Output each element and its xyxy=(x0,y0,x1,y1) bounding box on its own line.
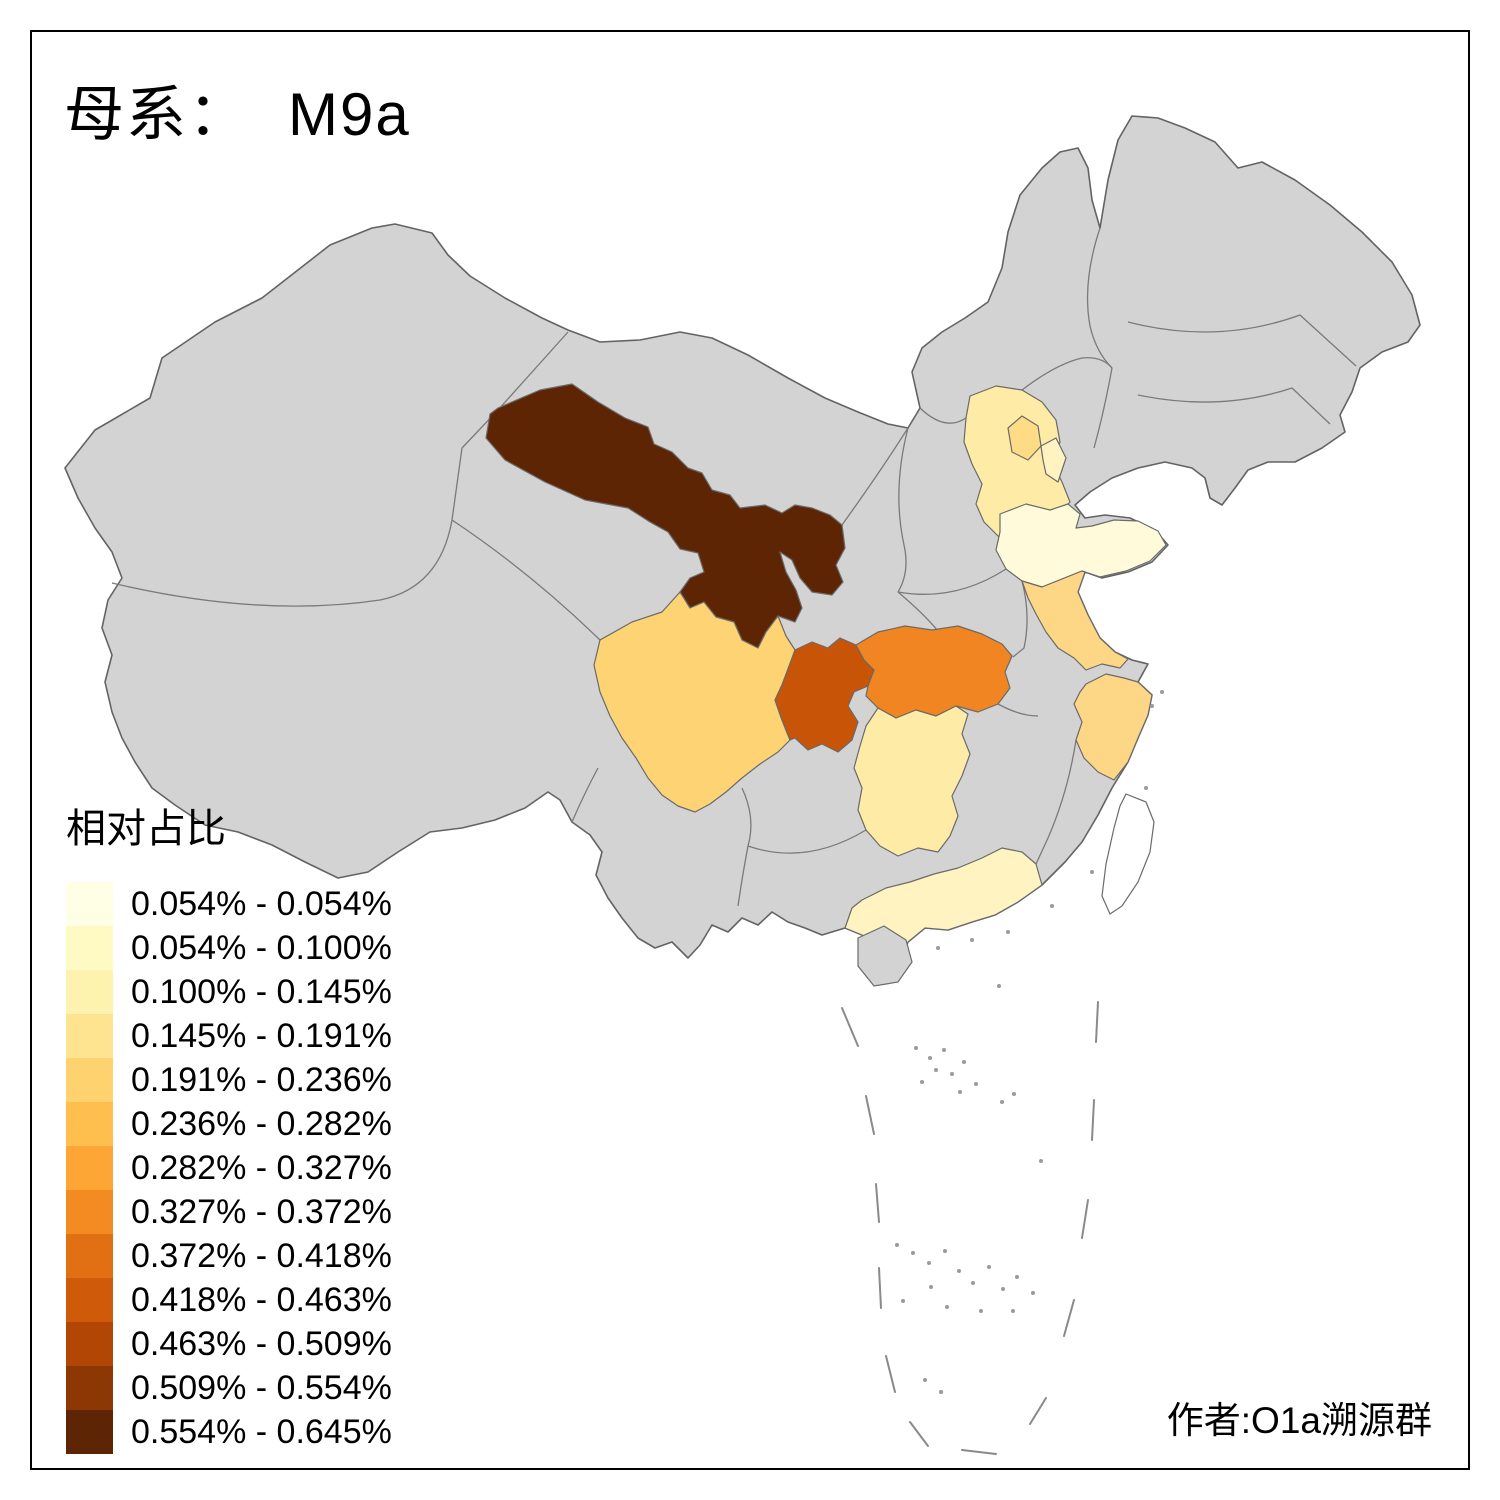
legend-title: 相对占比 xyxy=(66,807,226,851)
legend-swatch xyxy=(66,1146,113,1190)
province-borders xyxy=(111,227,1357,907)
region-tianjin xyxy=(1040,437,1067,483)
legend-bin-label: 0.372% - 0.418% xyxy=(131,1236,392,1275)
legend-swatch xyxy=(66,1234,113,1278)
map-title: 母系： M9a xyxy=(64,66,411,153)
legend-swatch xyxy=(66,1410,113,1454)
island-taiwan xyxy=(1101,793,1155,915)
region-hunan xyxy=(853,705,971,857)
legend-bin-label: 0.145% - 0.191% xyxy=(131,1016,392,1055)
legend-bin-label: 0.054% - 0.100% xyxy=(131,928,392,967)
nine-dash-line xyxy=(841,1001,1099,1455)
legend-row: 0.554% - 0.645% xyxy=(66,1410,392,1454)
legend-row: 0.236% - 0.282% xyxy=(66,1102,392,1146)
legend-row: 0.509% - 0.554% xyxy=(66,1366,392,1410)
region-zhejiang xyxy=(1073,673,1153,781)
legend: 相对占比 0.054% - 0.054% 0.054% - 0.100% 0.1… xyxy=(66,796,392,1454)
legend-swatch xyxy=(66,1102,113,1146)
legend-swatch xyxy=(66,1190,113,1234)
legend-bin-label: 0.191% - 0.236% xyxy=(131,1060,392,1099)
plot-frame xyxy=(30,30,1470,1470)
title-haplogroup: M9a xyxy=(288,81,411,148)
legend-bin-label: 0.054% - 0.054% xyxy=(131,884,392,923)
legend-bin-label: 0.418% - 0.463% xyxy=(131,1280,392,1319)
region-hubei xyxy=(855,625,1013,719)
sea-islets xyxy=(895,690,1164,1394)
legend-bin-label: 0.509% - 0.554% xyxy=(131,1368,392,1407)
legend-row: 0.054% - 0.100% xyxy=(66,926,392,970)
legend-swatch xyxy=(66,970,113,1014)
legend-row: 0.100% - 0.145% xyxy=(66,970,392,1014)
legend-row: 0.191% - 0.236% xyxy=(66,1058,392,1102)
legend-swatch xyxy=(66,926,113,970)
legend-bin-label: 0.554% - 0.645% xyxy=(131,1412,392,1451)
legend-swatch xyxy=(66,882,113,926)
legend-swatch xyxy=(66,1058,113,1102)
attribution: 作者:O1a溯源群 xyxy=(1166,1400,1432,1441)
region-chongqing xyxy=(774,637,875,753)
legend-bin-label: 0.463% - 0.509% xyxy=(131,1324,392,1363)
legend-bin-label: 0.327% - 0.372% xyxy=(131,1192,392,1231)
legend-bin-label: 0.100% - 0.145% xyxy=(131,972,392,1011)
legend-swatch xyxy=(66,1014,113,1058)
region-jiangsu xyxy=(1021,570,1129,671)
legend-swatch xyxy=(66,1322,113,1366)
legend-row: 0.463% - 0.509% xyxy=(66,1322,392,1366)
legend-row: 0.418% - 0.463% xyxy=(66,1278,392,1322)
legend-swatch xyxy=(66,1366,113,1410)
region-gansu-ningxia xyxy=(485,383,846,649)
legend-swatch xyxy=(66,1278,113,1322)
legend-row: 0.372% - 0.418% xyxy=(66,1234,392,1278)
legend-bin-label: 0.236% - 0.282% xyxy=(131,1104,392,1143)
legend-bin-label: 0.282% - 0.327% xyxy=(131,1148,392,1187)
title-prefix: 母系： xyxy=(64,81,250,148)
region-shandong xyxy=(995,503,1167,588)
island-hainan xyxy=(857,925,913,987)
legend-row: 0.327% - 0.372% xyxy=(66,1190,392,1234)
legend-row: 0.054% - 0.054% xyxy=(66,882,392,926)
legend-row: 0.282% - 0.327% xyxy=(66,1146,392,1190)
legend-row: 0.145% - 0.191% xyxy=(66,1014,392,1058)
